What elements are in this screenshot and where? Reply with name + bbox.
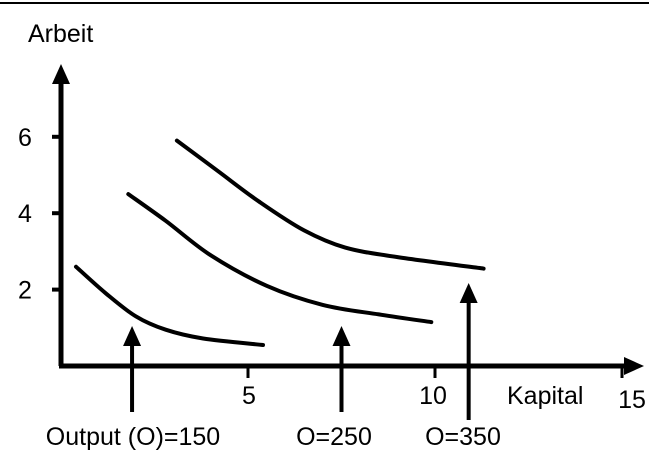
- y-tick-label: 4: [18, 200, 32, 228]
- x-ticks: 5 10 15: [242, 366, 646, 414]
- output-annotations: Output (O)=150 O=250 O=350: [46, 283, 501, 451]
- isoquant-curve-2: [126, 192, 434, 325]
- y-axis-label: Arbeit: [28, 20, 93, 48]
- y-tick-label: 2: [18, 277, 32, 305]
- isoquant-curves: [74, 138, 486, 347]
- annotation-arrowhead: [459, 283, 478, 303]
- y-tick-label: 6: [18, 124, 32, 152]
- x-axis-label: Kapital: [507, 382, 583, 410]
- axes: [52, 64, 644, 375]
- x-axis-arrowhead: [624, 357, 644, 375]
- x-tick-label: 5: [242, 382, 256, 410]
- annotation-arrowhead: [332, 326, 351, 346]
- annotation-label: O=350: [425, 423, 501, 451]
- annotation-arrowhead: [123, 326, 142, 346]
- isoquant-curve-3: [174, 138, 486, 271]
- isoquant-curve-1: [74, 264, 265, 347]
- y-axis-arrowhead: [52, 64, 70, 84]
- annotation-label: Output (O)=150: [46, 423, 220, 451]
- y-ticks: 2 4 6: [18, 124, 61, 305]
- x-tick-label: 10: [419, 382, 447, 410]
- annotation-label: O=250: [296, 423, 372, 451]
- x-tick-label: 15: [618, 386, 646, 414]
